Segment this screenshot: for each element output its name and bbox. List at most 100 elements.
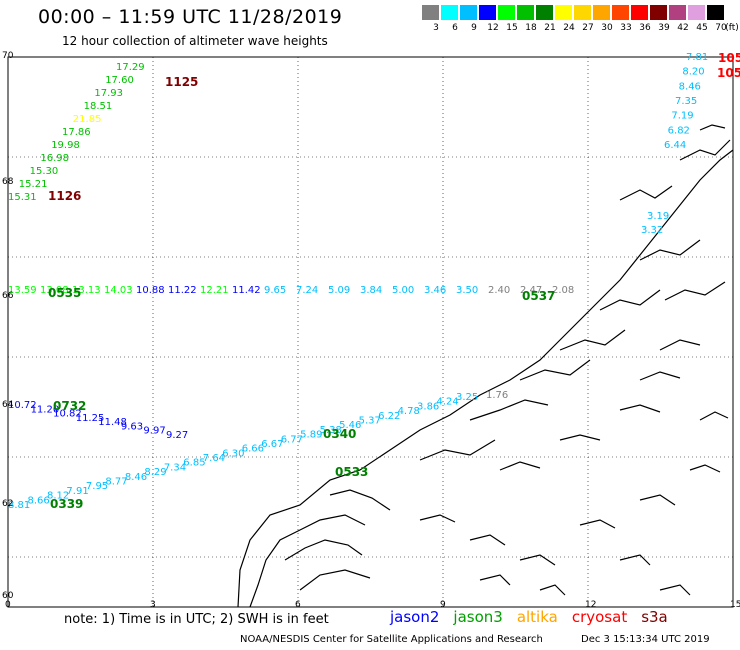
track-time: 1126: [48, 189, 81, 203]
legend-label: 27: [582, 23, 594, 33]
track-value: 17.60: [105, 75, 134, 86]
track-value: 9.63: [121, 421, 143, 432]
legend-swatch: [555, 5, 572, 20]
lat-tick-label: 70: [2, 51, 14, 61]
track-time: 0340: [323, 427, 356, 441]
legend-swatch: [612, 5, 629, 20]
lat-tick-label: 64: [2, 400, 14, 410]
legend-unit: (ft): [725, 23, 739, 33]
legend-label: 30: [601, 23, 613, 33]
track-value: 7.91: [66, 486, 88, 497]
lon-tick-label: 3: [150, 600, 156, 610]
wave-height-legend: 3 6 9 12 15 18 21 24 27 30 33 36 39 42 45 70 (ft): [422, 5, 739, 37]
map-title: 00:00 – 11:59 UTC 11/28/2019: [38, 6, 343, 28]
norway-coastline: [237, 124, 734, 608]
track-time: 0732: [53, 399, 86, 413]
track-value: 6.66: [242, 444, 264, 455]
lon-tick-label: 12: [585, 600, 597, 610]
track-value: 8.46: [125, 472, 147, 483]
legend-label: 12: [487, 23, 499, 33]
track-value: 21.85: [73, 114, 102, 125]
track-value: 9.27: [166, 430, 188, 441]
track-time: 105: [717, 66, 740, 80]
track-value: 5.38: [320, 425, 342, 436]
track-value: 3.46: [424, 285, 446, 296]
track-value: 2.47: [520, 285, 542, 296]
track-value: 6.77: [281, 434, 303, 445]
legend-swatch: [650, 5, 667, 20]
track-value: 7.34: [164, 462, 186, 473]
track-value: 7.19: [671, 111, 693, 122]
track-value: 8.46: [679, 81, 701, 92]
track-value: 6.22: [378, 411, 400, 422]
legend-swatch: [669, 5, 686, 20]
satellite-jason3: jason3: [453, 608, 503, 626]
track-value: 18.51: [84, 101, 113, 112]
track-value: 5.00: [392, 285, 414, 296]
legend-label: 18: [525, 23, 537, 33]
track-value: 9.97: [143, 426, 165, 437]
track-value: 7.64: [203, 453, 225, 464]
track-value: 8.77: [105, 477, 127, 488]
legend-label: 36: [639, 23, 651, 33]
lat-tick-label: 68: [2, 177, 14, 187]
legend-swatch: [631, 5, 648, 20]
track-value: 2.40: [488, 285, 510, 296]
track-value: 13.59: [8, 285, 37, 296]
track-value: 11.48: [98, 417, 127, 428]
lon-tick-label: 15: [730, 600, 740, 610]
legend-swatch: [517, 5, 534, 20]
legend-label: 24: [563, 23, 575, 33]
track-value: 11.25: [76, 413, 105, 424]
satellite-cryosat: cryosat: [571, 608, 628, 626]
track-value: 5.89: [300, 430, 322, 441]
legend-label: 45: [696, 23, 708, 33]
track-time: 0537: [522, 289, 555, 303]
legend-label: 21: [544, 23, 556, 33]
legend-swatch: [688, 5, 705, 20]
legend-swatch: [460, 5, 477, 20]
map-grid: [8, 57, 733, 607]
footer-note: note: 1) Time is in UTC; 2) SWH is in fe…: [64, 612, 329, 627]
altimeter-tracks: 15.31 15.21 15.30 16.98 19.98 17.86 21.85 18.51…: [8, 51, 740, 511]
generated-timestamp: Dec 3 15:13:34 UTC 2019: [581, 634, 710, 645]
map-subtitle: 12 hour collection of altimeter wave hei…: [62, 34, 328, 48]
track-value: 17.86: [62, 127, 91, 138]
track-value: 13.13: [72, 285, 101, 296]
track-time: 0533: [335, 465, 368, 479]
track-value: 7.24: [296, 285, 318, 296]
legend-label: 39: [658, 23, 670, 33]
track-value: 11.22: [168, 285, 197, 296]
track-value: 3.84: [360, 285, 382, 296]
track-time: 105: [718, 51, 740, 65]
lon-tick-label: 9: [440, 600, 446, 610]
track-value: 16.98: [40, 153, 69, 164]
track-value: 5.09: [328, 285, 350, 296]
track-value: 8.66: [27, 495, 49, 506]
track-value: 3.86: [417, 401, 439, 412]
track-value: 1.76: [486, 390, 508, 401]
track-value: 7.81: [686, 52, 708, 63]
track-value: 5.46: [339, 420, 361, 431]
lon-tick-label: 0: [5, 600, 11, 610]
track-value: 15.21: [19, 179, 48, 190]
track-value: 7.95: [86, 481, 108, 492]
track-time: 0339: [50, 497, 83, 511]
legend-swatch: [498, 5, 515, 20]
track-value: 9.65: [264, 285, 286, 296]
satellite-altika: altika: [516, 608, 558, 626]
legend-label: 9: [471, 23, 477, 33]
track-value: 3.32: [641, 225, 663, 236]
track-time: 0535: [48, 286, 81, 300]
legend-swatch: [422, 5, 439, 20]
track-value: 6.82: [668, 125, 690, 136]
legend-swatch: [707, 5, 724, 20]
track-value: 10.82: [53, 409, 82, 420]
track-value: 19.98: [51, 140, 80, 151]
track-value: 7.35: [675, 96, 697, 107]
credit-line: NOAA/NESDIS Center for Satellite Applica…: [240, 634, 543, 645]
track-value: 6.44: [664, 140, 686, 151]
lat-tick-label: 60: [2, 591, 14, 601]
track-value: 8.12: [47, 491, 69, 502]
track-value: 17.29: [116, 62, 145, 73]
